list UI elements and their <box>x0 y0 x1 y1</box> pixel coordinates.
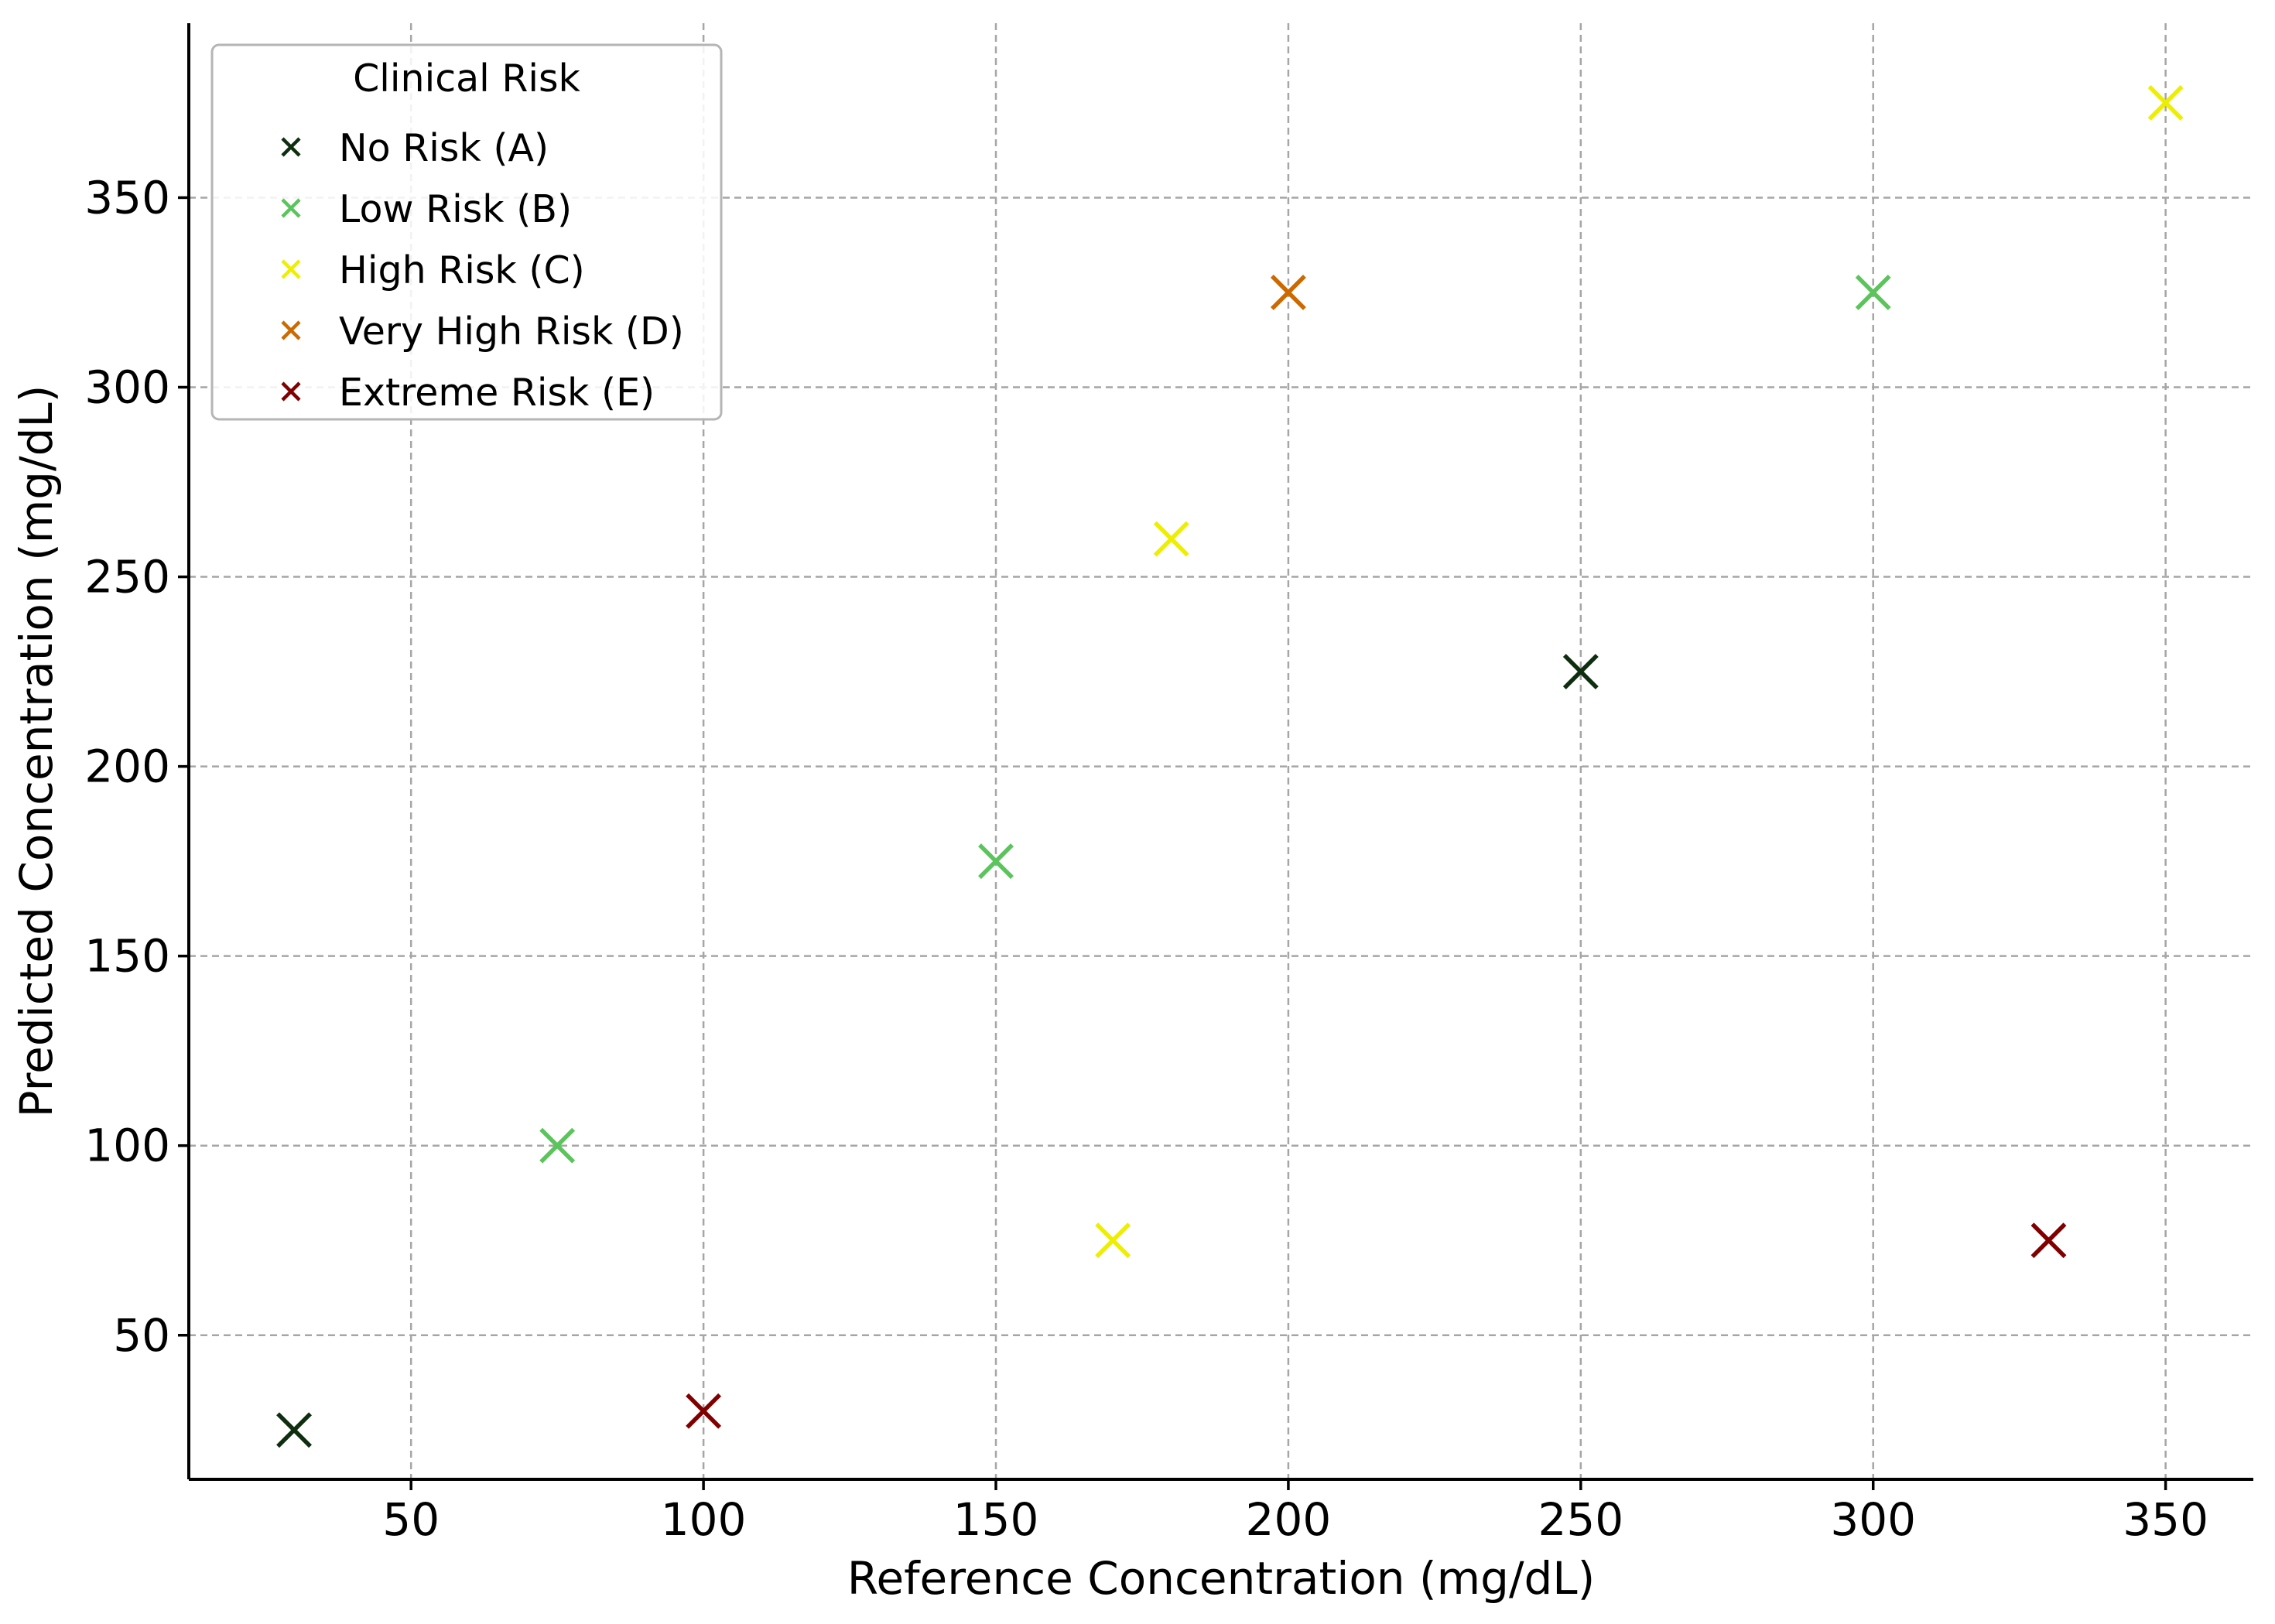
y-tick-label: 200 <box>84 740 170 793</box>
x-tick-label: 150 <box>953 1493 1039 1546</box>
legend-title: Clinical Risk <box>353 56 580 101</box>
ticks: 50 100 150 200 250 300 350 50 100 150 200 250 300 350 <box>84 171 2208 1546</box>
x-tick-label: 300 <box>1830 1493 1916 1546</box>
legend-marker-4 <box>281 320 301 340</box>
legend-marker-1 <box>281 137 301 157</box>
legend-label-3: High Risk (C) <box>339 248 585 292</box>
y-axis-title: Predicted Concentration (mg/dL) <box>10 385 63 1118</box>
grid <box>189 23 2253 1479</box>
legend-box <box>210 43 723 421</box>
x-tick-label: 100 <box>661 1493 747 1546</box>
data-point-5-2 <box>2030 1222 2067 1259</box>
x-tick-label: 200 <box>1246 1493 1332 1546</box>
y-tick-label: 100 <box>84 1120 170 1172</box>
x-tick-label: 250 <box>1538 1493 1623 1546</box>
legend-marker-5 <box>281 381 301 402</box>
y-tick-label: 350 <box>84 171 170 224</box>
legend-label-4: Very High Risk (D) <box>339 309 684 354</box>
legend-marker-3 <box>281 259 301 279</box>
x-tick-label: 50 <box>382 1493 440 1546</box>
data-point-2-3 <box>1855 275 1891 310</box>
legend-marker-2 <box>281 198 301 218</box>
data-point-3-1 <box>1095 1222 1131 1259</box>
data-point-5-1 <box>686 1393 722 1429</box>
axes <box>187 23 2253 1481</box>
y-tick-label: 150 <box>84 930 170 983</box>
legend-label-2: Low Risk (B) <box>339 187 572 231</box>
data-point-2-2 <box>978 843 1014 880</box>
data-point-1-1 <box>276 1412 312 1448</box>
legend-items: No Risk (A) Low Risk (B) High Risk (C) Very… <box>281 126 684 415</box>
x-tick-label: 350 <box>2123 1493 2208 1546</box>
y-tick-label: 250 <box>84 551 170 603</box>
x-axis-title: Reference Concentration (mg/dL) <box>847 1552 1596 1605</box>
data-point-1-2 <box>1562 654 1599 690</box>
legend: Clinical Risk No Risk (A) Low Risk (B) Hig… <box>210 43 723 421</box>
data-point-2-1 <box>539 1127 576 1164</box>
y-tick-label: 300 <box>84 361 170 414</box>
data-point-3-2 <box>1153 521 1189 557</box>
y-tick-label: 50 <box>113 1309 170 1362</box>
data-point-3-3 <box>2147 84 2184 121</box>
data-point-4-1 <box>1270 275 1306 310</box>
legend-label-5: Extreme Risk (E) <box>339 371 655 415</box>
data-points <box>276 84 2184 1448</box>
legend-label-1: No Risk (A) <box>339 126 549 170</box>
